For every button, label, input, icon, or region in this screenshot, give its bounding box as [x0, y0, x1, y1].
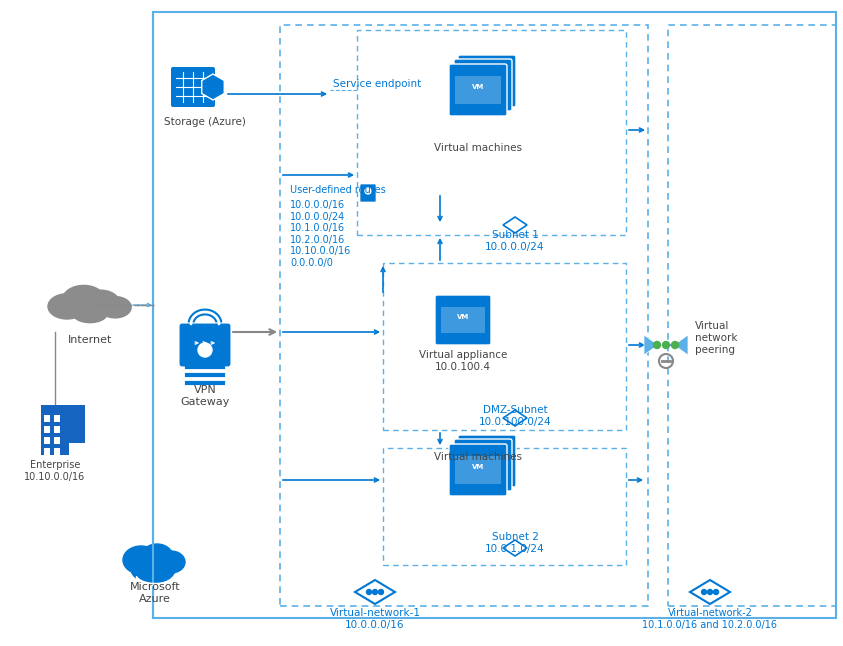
FancyBboxPatch shape [460, 71, 506, 99]
Circle shape [653, 342, 661, 348]
FancyBboxPatch shape [449, 444, 507, 496]
Ellipse shape [141, 544, 173, 570]
Circle shape [365, 188, 371, 194]
Text: VPN
Gateway: VPN Gateway [180, 385, 229, 406]
Text: Virtual-network-1
10.0.0.0/16: Virtual-network-1 10.0.0.0/16 [330, 608, 421, 630]
Text: Subnet 1
10.0.0.0/24: Subnet 1 10.0.0.0/24 [486, 230, 545, 251]
Circle shape [663, 342, 669, 348]
Ellipse shape [131, 555, 175, 583]
Text: Virtual machines: Virtual machines [434, 143, 522, 153]
Text: Internet: Internet [67, 335, 112, 345]
Circle shape [707, 590, 712, 594]
FancyBboxPatch shape [460, 451, 506, 479]
Circle shape [701, 590, 706, 594]
FancyBboxPatch shape [454, 439, 512, 491]
Text: Storage (Azure): Storage (Azure) [164, 117, 246, 127]
Text: Microsoft
Azure: Microsoft Azure [130, 582, 180, 603]
Text: VM: VM [472, 464, 484, 470]
Polygon shape [201, 74, 224, 100]
FancyBboxPatch shape [435, 295, 491, 345]
Text: Virtual
network
peering: Virtual network peering [695, 322, 738, 355]
Bar [383, 448, 626, 565]
Ellipse shape [48, 294, 86, 319]
Circle shape [373, 590, 378, 594]
Circle shape [198, 343, 212, 357]
Polygon shape [644, 335, 658, 355]
Text: DMZ-Subnet
10.0.100.0/24: DMZ-Subnet 10.0.100.0/24 [479, 405, 551, 426]
Bar [54, 448, 60, 455]
Ellipse shape [62, 286, 105, 313]
Ellipse shape [123, 546, 159, 574]
Text: Virtual-network-2
10.1.0.0/16 and 10.2.0.0/16: Virtual-network-2 10.1.0.0/16 and 10.2.0… [642, 608, 777, 630]
Circle shape [672, 342, 679, 348]
Bar [668, 25, 836, 606]
Polygon shape [674, 335, 688, 355]
Bar [44, 448, 50, 455]
Text: Service endpoint: Service endpoint [333, 79, 422, 89]
FancyBboxPatch shape [458, 55, 516, 107]
Text: VM: VM [472, 84, 484, 90]
Bar [54, 426, 60, 433]
Circle shape [367, 590, 372, 594]
Bar [54, 415, 60, 422]
FancyBboxPatch shape [171, 67, 215, 107]
Text: Subnet 2
10.0.1.0/24: Subnet 2 10.0.1.0/24 [486, 532, 545, 554]
FancyBboxPatch shape [179, 323, 231, 367]
FancyBboxPatch shape [455, 76, 501, 104]
FancyBboxPatch shape [454, 59, 512, 111]
FancyBboxPatch shape [455, 456, 501, 484]
Bar [54, 437, 60, 444]
Text: Virtual appliance
10.0.100.4: Virtual appliance 10.0.100.4 [419, 350, 507, 371]
FancyBboxPatch shape [464, 67, 510, 95]
Text: 10.0.0.0/16
10.0.0.0/24
10.1.0.0/16
10.2.0.0/16
10.10.0.0/16
0.0.0.0/0: 10.0.0.0/16 10.0.0.0/24 10.1.0.0/16 10.2… [290, 200, 352, 268]
Text: VM: VM [457, 314, 469, 320]
Circle shape [713, 590, 718, 594]
Ellipse shape [82, 290, 120, 315]
FancyBboxPatch shape [464, 447, 510, 475]
Bar [67, 405, 85, 443]
Text: Enterprise
10.10.0.0/16: Enterprise 10.10.0.0/16 [24, 460, 86, 482]
Bar [44, 415, 50, 422]
Bar [44, 426, 50, 433]
Bar [41, 405, 69, 455]
Bar [44, 437, 50, 444]
FancyBboxPatch shape [441, 307, 485, 333]
Ellipse shape [99, 297, 132, 318]
FancyBboxPatch shape [449, 64, 507, 116]
Text: User-defined routes: User-defined routes [290, 185, 386, 195]
Bar [280, 25, 648, 606]
Circle shape [379, 590, 384, 594]
FancyBboxPatch shape [360, 184, 376, 202]
Ellipse shape [72, 303, 108, 322]
Ellipse shape [157, 551, 185, 573]
Bar [383, 263, 626, 430]
Bar [153, 12, 836, 618]
Bar [357, 30, 626, 235]
FancyBboxPatch shape [458, 435, 516, 487]
Text: Virtual machines: Virtual machines [434, 452, 522, 462]
